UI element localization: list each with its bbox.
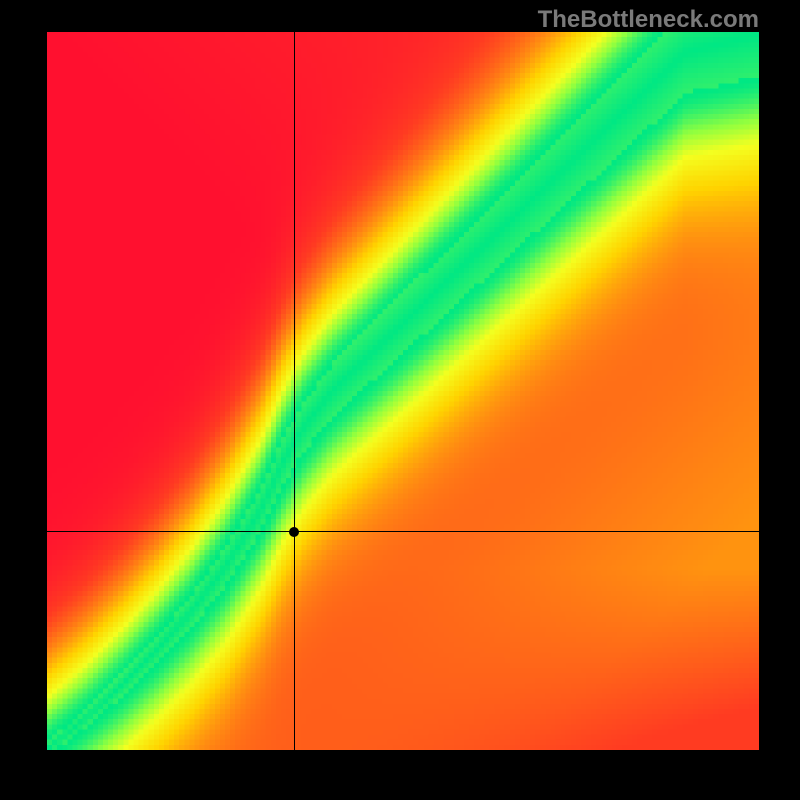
crosshair-horizontal xyxy=(47,531,759,532)
chart-container: TheBottleneck.com xyxy=(0,0,800,800)
crosshair-vertical xyxy=(294,32,295,750)
watermark-text: TheBottleneck.com xyxy=(538,6,759,34)
marker-dot xyxy=(289,527,299,537)
heatmap-canvas xyxy=(47,32,759,750)
